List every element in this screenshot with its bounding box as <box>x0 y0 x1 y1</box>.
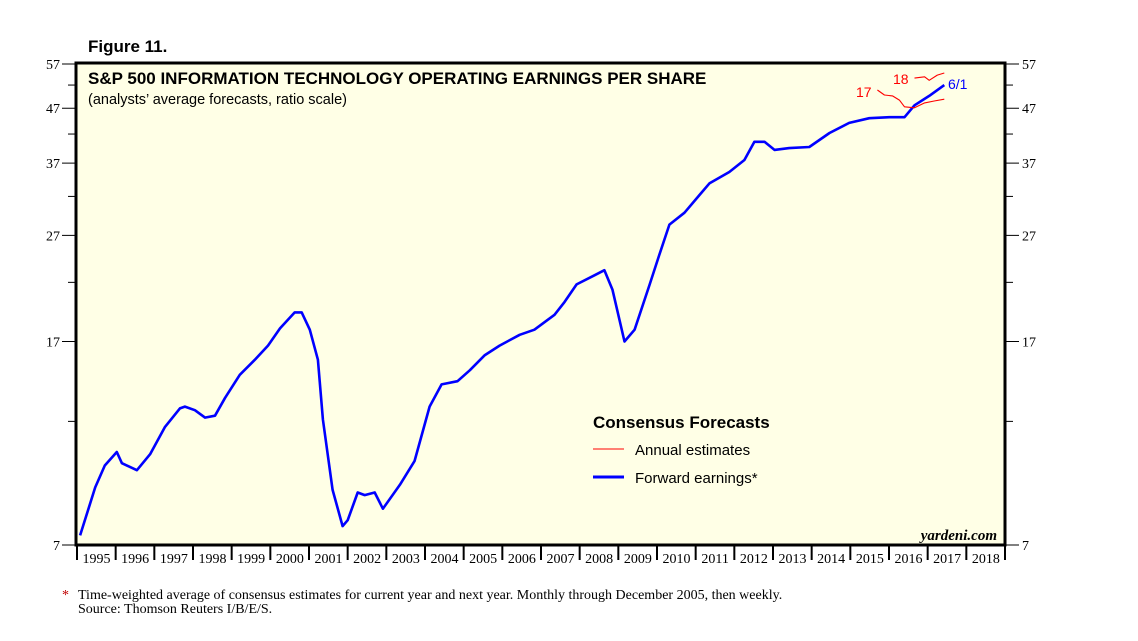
y-tick-label-left: 37 <box>46 157 60 172</box>
x-tick-label: 2005 <box>469 552 497 567</box>
y-tick-label-left: 57 <box>46 58 60 73</box>
series-annual-estimate-18 <box>914 72 945 81</box>
x-tick-label: 2014 <box>817 552 845 567</box>
y-tick-label-left: 7 <box>53 539 60 554</box>
x-tick-label: 1998 <box>199 552 227 567</box>
y-tick-label-right: 17 <box>1022 335 1036 350</box>
y-tick-label-right: 7 <box>1022 539 1029 554</box>
x-tick-label: 1997 <box>160 552 188 567</box>
x-tick-label: 2013 <box>779 552 807 567</box>
x-tick-label: 1996 <box>121 552 149 567</box>
x-tick-label: 1995 <box>83 552 111 567</box>
annotation-18: 18 <box>893 71 909 87</box>
x-tick-label: 2006 <box>508 552 536 567</box>
x-tick-label: 2012 <box>740 552 768 567</box>
x-tick-label: 2003 <box>392 552 420 567</box>
x-tick-label: 2004 <box>431 552 459 567</box>
axes: 7 7 17 17 27 27 37 37 47 47 57 57 1995 1996 1997 1998 19… <box>46 58 1036 567</box>
x-tick-label: 2007 <box>547 552 575 567</box>
legend: Consensus Forecasts Annual estimates For… <box>593 413 770 487</box>
chart-title: S&P 500 INFORMATION TECHNOLOGY OPERATING… <box>88 69 706 88</box>
y-tick-label-right: 57 <box>1022 58 1036 73</box>
footnote-text: Time-weighted average of consensus estim… <box>78 588 782 603</box>
series-annual-estimate-17 <box>877 89 945 109</box>
annotation-end-date: 6/1 <box>948 76 968 92</box>
y-tick-label-left: 47 <box>46 102 60 117</box>
y-tick-label-left: 27 <box>46 229 60 244</box>
series-lines <box>78 72 946 536</box>
chart-subtitle: (analysts’ average forecasts, ratio scal… <box>88 92 347 108</box>
figure-label: Figure 11. <box>88 37 167 56</box>
y-tick-label-right: 47 <box>1022 102 1036 117</box>
x-tick-label: 2008 <box>585 552 613 567</box>
footnote-marker: * <box>62 588 69 603</box>
series-forward-earnings <box>78 84 946 536</box>
x-tick-label: 2010 <box>663 552 691 567</box>
x-tick-label: 2018 <box>972 552 1000 567</box>
x-tick-label: 2002 <box>353 552 381 567</box>
x-tick-label: 2009 <box>624 552 652 567</box>
x-tick-label: 2017 <box>933 552 961 567</box>
x-tick-label: 2011 <box>701 552 728 567</box>
legend-title: Consensus Forecasts <box>593 413 770 432</box>
y-tick-label-right: 37 <box>1022 157 1036 172</box>
y-tick-label-left: 17 <box>46 335 60 350</box>
legend-label-forward: Forward earnings* <box>635 470 758 487</box>
footnote-source: Source: Thomson Reuters I/B/E/S. <box>78 602 272 617</box>
x-tick-label: 2001 <box>315 552 343 567</box>
x-tick-label: 2000 <box>276 552 304 567</box>
x-tick-label: 1999 <box>237 552 265 567</box>
legend-label-annual: Annual estimates <box>635 442 750 459</box>
x-tick-label: 2015 <box>856 552 884 567</box>
annotation-17: 17 <box>856 84 872 100</box>
y-tick-label-right: 27 <box>1022 229 1036 244</box>
watermark: yardeni.com <box>919 528 997 544</box>
x-tick-label: 2016 <box>895 552 923 567</box>
plot-area <box>74 61 1007 547</box>
